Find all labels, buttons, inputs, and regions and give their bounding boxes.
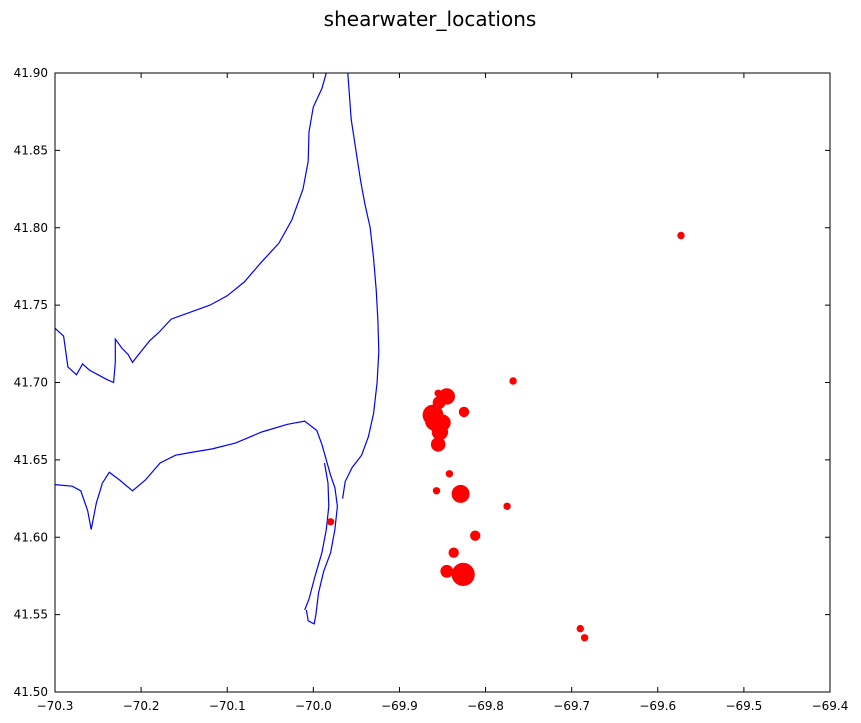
data-point <box>458 406 470 418</box>
x-tick-label: −70.1 <box>209 699 246 713</box>
coastline-path <box>342 72 380 499</box>
data-point <box>431 423 449 441</box>
data-point <box>509 377 517 385</box>
data-point <box>580 634 589 642</box>
x-tick-label: −70.2 <box>123 699 160 713</box>
data-point <box>440 564 454 578</box>
coastline-path <box>54 420 339 625</box>
data-point <box>677 231 685 240</box>
x-tick-label: −70.3 <box>37 699 74 713</box>
y-tick-label: 41.50 <box>14 685 48 699</box>
data-point <box>434 389 442 397</box>
y-tick-label: 41.60 <box>14 530 48 544</box>
coastline-layer <box>54 72 380 625</box>
coastline-path <box>54 72 327 384</box>
data-point <box>448 547 459 558</box>
data-point <box>451 484 470 503</box>
data-point <box>430 437 446 452</box>
x-tick-label: −69.5 <box>725 699 762 713</box>
data-point <box>470 530 481 541</box>
data-point <box>326 518 335 526</box>
points-layer <box>326 231 685 642</box>
axis-layer: −70.3 −70.2 −70.1 −70.0 −69.9 −69.8 −69.7 −69.6… <box>14 66 849 713</box>
y-tick-label: 41.90 <box>14 66 48 80</box>
y-tick-label: 41.55 <box>14 608 48 622</box>
x-tick-label: −69.7 <box>553 699 590 713</box>
data-point <box>503 502 511 510</box>
x-tick-label: −70.0 <box>295 699 332 713</box>
y-tick-label: 41.80 <box>14 221 48 235</box>
data-point <box>576 624 584 633</box>
y-tick-label: 41.70 <box>14 376 48 390</box>
y-tick-label: 41.75 <box>14 298 48 312</box>
y-tick-label: 41.65 <box>14 453 48 467</box>
data-point <box>451 562 475 587</box>
data-point <box>445 470 454 478</box>
plot-frame <box>54 72 831 693</box>
coastline-path <box>304 462 330 611</box>
x-tick-label: −69.6 <box>639 699 676 713</box>
data-point <box>432 487 441 495</box>
x-tick-label: −69.9 <box>381 699 418 713</box>
chart-title: shearwater_locations <box>324 7 537 31</box>
y-tick-label: 41.85 <box>14 143 48 157</box>
x-tick-label: −69.4 <box>812 699 849 713</box>
x-tick-label: −69.8 <box>467 699 504 713</box>
